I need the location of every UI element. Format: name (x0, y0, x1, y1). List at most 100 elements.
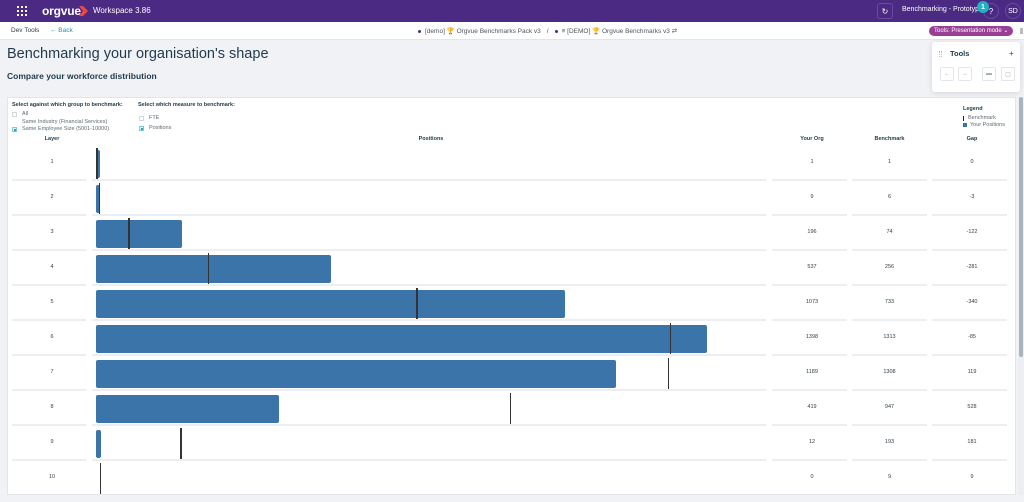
your-org-cell: 196 (807, 229, 817, 235)
checkbox-checked[interactable] (139, 125, 144, 131)
row-divider (772, 459, 847, 461)
your-org-cell: 537 (807, 264, 817, 270)
row-divider (932, 284, 1007, 286)
positions-bar[interactable] (96, 395, 280, 423)
group-option-industry[interactable]: Same Industry (Financial Services) (12, 119, 107, 125)
benchmark-cell: 74 (886, 229, 893, 235)
checkbox-checked[interactable] (12, 126, 17, 132)
benchmark-cell: 733 (884, 299, 895, 305)
row-divider (92, 389, 766, 391)
benchmark-marker[interactable] (667, 358, 670, 389)
row-divider (92, 424, 766, 426)
benchmark-marker[interactable] (96, 148, 98, 179)
your-org-cell: 1 (810, 159, 814, 165)
row-divider (12, 179, 86, 181)
row-divider (852, 214, 927, 216)
positions-bar[interactable] (96, 360, 616, 388)
undo-button[interactable]: ← (940, 67, 954, 81)
benchmark-marker[interactable] (180, 428, 182, 459)
row-divider (932, 214, 1007, 216)
gap-cell: 119 (967, 369, 977, 375)
positions-bar[interactable] (96, 290, 565, 318)
row-divider (772, 179, 847, 181)
row-divider (772, 319, 847, 321)
benchmark-marker[interactable] (207, 253, 210, 284)
page-subtitle: Compare your workforce distribution (7, 71, 157, 81)
gap-cell: -281 (966, 264, 978, 270)
back-link[interactable]: ← Back (50, 27, 73, 34)
sync-icon: ↻ (881, 6, 889, 16)
benchmark-marker-icon (963, 115, 964, 121)
legend-title: Legend (963, 106, 983, 112)
benchmark-cell: 6 (887, 194, 892, 200)
chevron-down-icon[interactable]: ⌄ (251, 49, 258, 58)
positions-bar[interactable] (96, 185, 100, 213)
benchmark-cell: 256 (884, 264, 895, 270)
benchmark-cell: 947 (884, 404, 895, 410)
vertical-scrollbar[interactable] (1018, 97, 1024, 495)
benchmark-marker[interactable] (99, 463, 102, 494)
row-divider (772, 354, 847, 356)
panel-handle-icon[interactable] (1020, 28, 1023, 34)
positions-bar[interactable] (96, 150, 100, 178)
breadcrumb-pack[interactable]: [demo] 🏆 Orgvue Benchmarks Pack v3 (425, 28, 541, 35)
group-option-size[interactable]: Same Employee Size (5001-10000) (12, 126, 109, 132)
benchmark-marker[interactable] (98, 183, 101, 214)
benchmark-marker[interactable] (128, 218, 130, 249)
layer-cell: 10 (48, 474, 56, 480)
notification-badge[interactable]: 1 (977, 1, 989, 13)
row-divider (852, 424, 927, 426)
row-divider (12, 354, 86, 356)
group-option-all[interactable]: All (12, 111, 28, 117)
copy-button[interactable]: ▢ (1001, 67, 1015, 81)
row-divider (932, 389, 1007, 391)
checkbox[interactable] (12, 111, 17, 117)
app-grid-icon[interactable] (17, 6, 27, 16)
positions-bar[interactable] (96, 220, 182, 248)
your-org-cell: 1073 (805, 299, 819, 305)
positions-bar[interactable] (96, 430, 102, 458)
row-divider (92, 179, 766, 181)
dataset-dot-icon (554, 29, 558, 33)
measure-option-fte[interactable]: FTE (139, 115, 159, 121)
group-select-label: Select against which group to benchmark: (12, 102, 123, 108)
table-row: 9 12 193 181 (0, 426, 1024, 461)
row-divider (932, 424, 1007, 426)
row-divider (92, 284, 766, 286)
benchmark-marker[interactable] (669, 323, 672, 354)
scrollbar-thumb[interactable] (1019, 97, 1023, 357)
presentation-mode-button[interactable]: Tools: Presentation mode ⌄ (929, 26, 1014, 36)
redo-button[interactable]: → (958, 67, 972, 81)
sync-button[interactable]: ↻ (877, 3, 893, 19)
dev-tools-link[interactable]: Dev Tools (11, 27, 40, 34)
positions-bar[interactable] (96, 325, 707, 353)
row-divider (12, 249, 86, 251)
project-name[interactable]: Benchmarking - Prototype (902, 6, 983, 13)
table-row: 5 1073 733 -340 (0, 286, 1024, 321)
benchmark-cell: 1313 (883, 334, 896, 340)
benchmark-marker[interactable] (509, 393, 512, 424)
breadcrumb-dataset[interactable]: ≡ [DEMO] 🏆 Orgvue Benchmarks v3 ⇄ (561, 28, 678, 35)
add-tool-button[interactable]: + (1009, 49, 1014, 58)
benchmark-marker[interactable] (416, 288, 418, 319)
save-view-button[interactable]: ▬ (982, 67, 996, 81)
row-divider (932, 319, 1007, 321)
gap-cell: -3 (969, 194, 975, 200)
row-divider (772, 249, 847, 251)
tools-panel-title: Tools (950, 49, 970, 58)
gap-cell: 9 (970, 474, 974, 480)
measure-option-positions[interactable]: Positions (139, 125, 171, 131)
legend-benchmark: Benchmark (963, 115, 996, 121)
breadcrumb-separator: / (546, 28, 549, 35)
legend-label: Benchmark (968, 115, 996, 121)
user-avatar[interactable]: SD (1005, 3, 1021, 19)
row-divider (852, 319, 927, 321)
positions-bar[interactable] (96, 255, 331, 283)
table-row: 7 1189 1308 119 (0, 356, 1024, 391)
drag-handle-icon[interactable] (939, 51, 942, 57)
option-label: Same Employee Size (5001-10000) (22, 126, 110, 132)
benchmark-cell: 9 (887, 474, 892, 480)
checkbox[interactable] (139, 115, 144, 121)
gap-cell: 0 (970, 159, 974, 165)
orgvue-logo[interactable]: orgvue (42, 4, 81, 18)
